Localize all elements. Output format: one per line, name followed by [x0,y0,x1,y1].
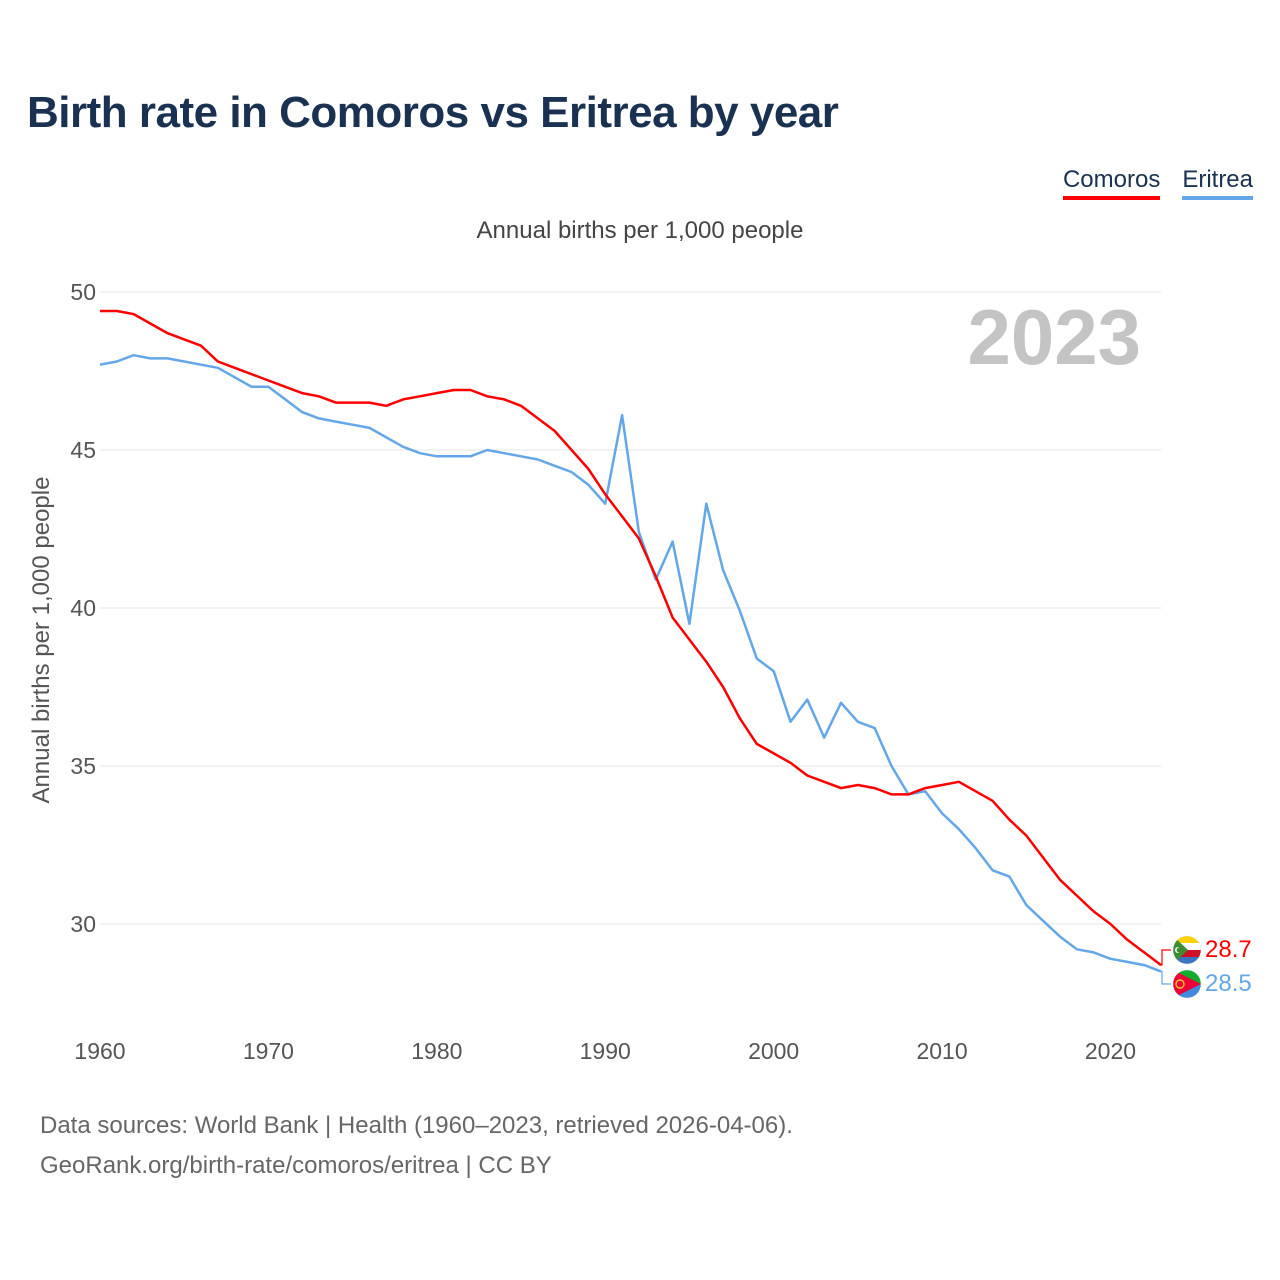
series-line-eritrea [99,353,1162,973]
eritrea-flag-icon [1173,970,1201,998]
y-tick-label: 35 [70,753,96,779]
chart-title: Birth rate in Comoros vs Eritrea by year [27,88,839,137]
x-tick-label: 1960 [74,1038,125,1064]
legend-item-comoros[interactable]: Comoros [1062,166,1161,200]
y-tick-label: 45 [70,437,96,463]
eritrea-end-label: 28.5 [1205,970,1252,997]
source-line-1: Data sources: World Bank | Health (1960–… [40,1112,793,1139]
y-tick-label: 40 [70,595,96,621]
y-tick-label: 30 [70,911,96,937]
eritrea-connector [1161,970,1171,985]
year-watermark: 2023 [967,293,1141,381]
x-tick-label: 1980 [411,1038,462,1064]
y-tick-label: 50 [70,279,96,305]
legend-item-eritrea[interactable]: Eritrea [1182,166,1253,200]
legend: Comoros Eritrea [1062,166,1253,200]
series-line-comoros [100,309,1162,967]
chart-subtitle: Annual births per 1,000 people [476,217,804,244]
data-source: Data sources: World Bank | Health (1960–… [40,1106,793,1186]
x-tick-label: 2010 [916,1038,967,1064]
x-tick-label: 2000 [748,1038,799,1064]
comoros-connector [1161,949,1171,966]
end-label-connectors [1161,949,1171,985]
y-axis-ticks: 30 35 40 45 50 [70,279,96,937]
x-axis-ticks: 1960 1970 1980 1990 2000 2010 2020 [74,1038,1136,1064]
source-link[interactable]: GeoRank.org/birth-rate/comoros/eritrea |… [40,1152,552,1179]
x-tick-label: 2020 [1085,1038,1136,1064]
grid-lines [100,291,1161,925]
comoros-end-label: 28.7 [1205,936,1252,963]
x-tick-label: 1970 [243,1038,294,1064]
comoros-flag-icon [1173,936,1201,964]
x-tick-label: 1990 [580,1038,631,1064]
series-lines [99,309,1162,973]
